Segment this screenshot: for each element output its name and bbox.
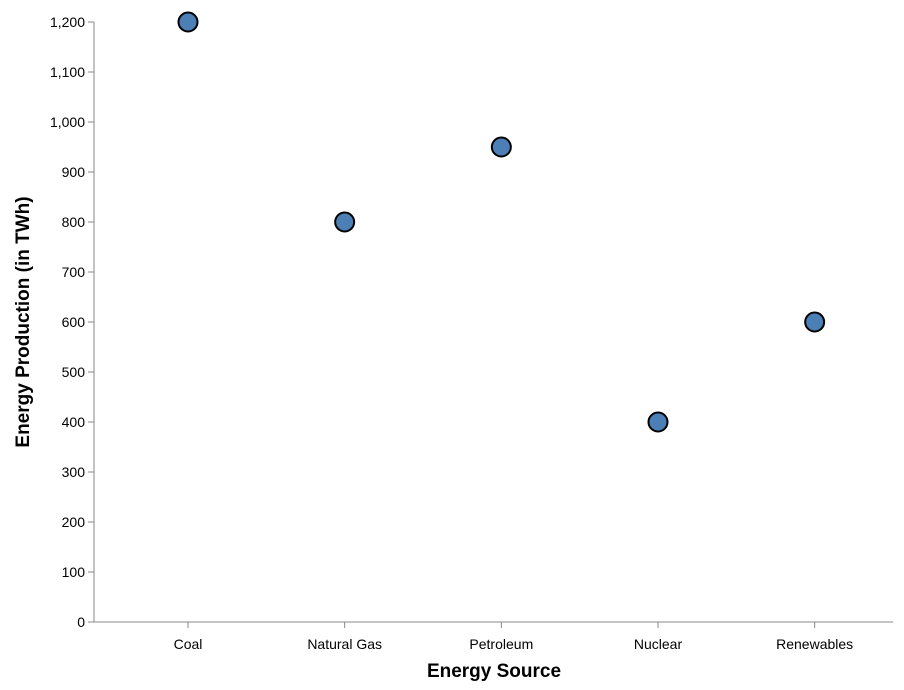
data-points	[177, 11, 826, 433]
y-tick-label: 800	[62, 214, 86, 230]
y-tick-label: 600	[62, 314, 86, 330]
y-tick-label: 0	[77, 614, 85, 630]
y-tick-label: 500	[62, 364, 86, 380]
y-tick-label: 900	[62, 164, 86, 180]
y-tick-label: 400	[62, 414, 86, 430]
y-tick-label: 1,200	[50, 14, 85, 30]
x-axis: Coal Natural Gas Petroleum Nuclear Renewable…	[94, 621, 893, 652]
y-tick-label: 200	[62, 514, 86, 530]
data-point	[804, 311, 826, 333]
y-axis-title: Energy Production (in TWh)	[13, 196, 34, 447]
x-axis-title: Energy Source	[427, 661, 561, 682]
x-tick-label: Coal	[174, 636, 203, 652]
y-tick-label: 1,000	[50, 114, 85, 130]
y-tick-label: 1,100	[50, 64, 85, 80]
data-point	[177, 11, 199, 33]
data-point	[334, 211, 356, 233]
x-tick-label: Petroleum	[469, 636, 533, 652]
x-tick-label: Renewables	[776, 636, 853, 652]
y-tick-label: 100	[62, 564, 86, 580]
x-tick-label: Natural Gas	[307, 636, 382, 652]
y-tick-label: 700	[62, 264, 86, 280]
data-point	[490, 136, 512, 158]
y-tick-label: 300	[62, 464, 86, 480]
x-tick-label: Nuclear	[634, 636, 683, 652]
y-axis: 0 100 200 300 400 500 600 700 800 900 1,000 1,100 1,…	[50, 14, 95, 630]
data-point	[647, 411, 669, 433]
